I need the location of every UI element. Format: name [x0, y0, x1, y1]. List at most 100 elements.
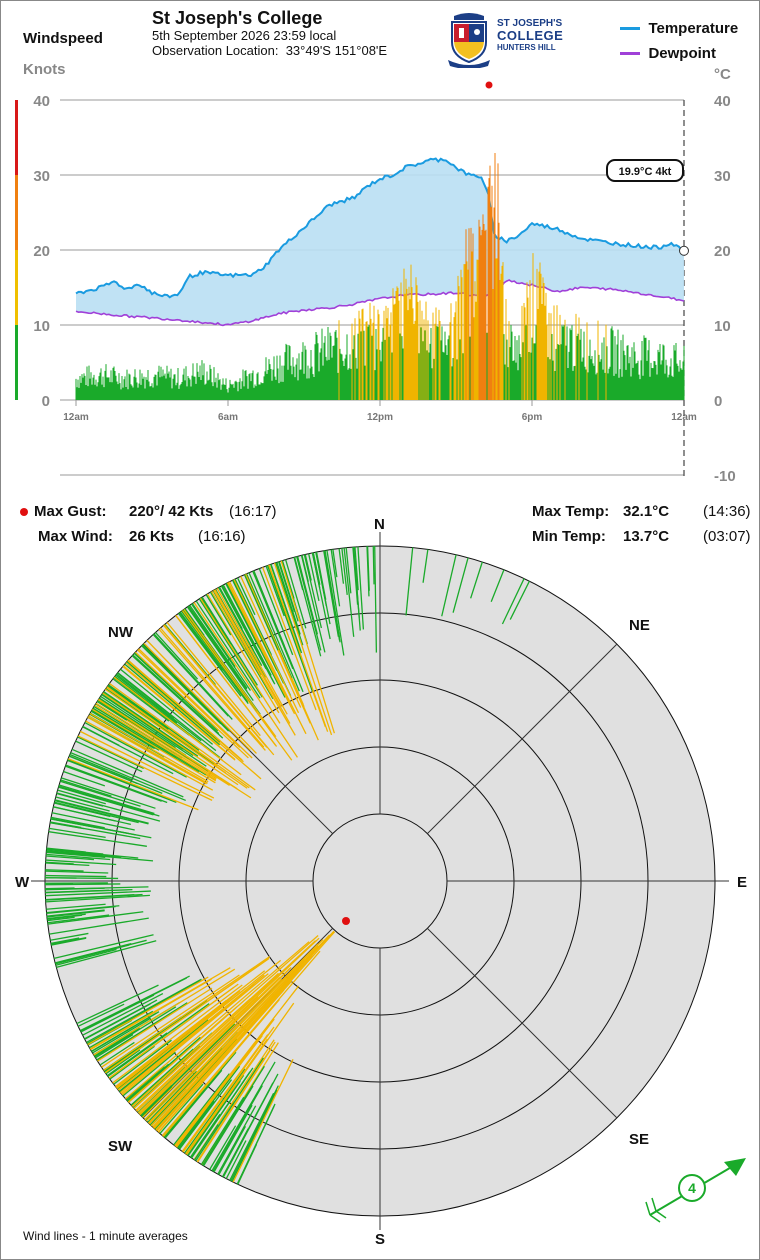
- rose-wind-line: [232, 579, 278, 671]
- observation-datetime: 5th September 2026 23:59 local: [152, 28, 337, 43]
- rose-wind-line: [181, 610, 293, 761]
- rose-wind-line: [51, 937, 87, 946]
- rose-wind-line: [341, 548, 348, 595]
- rose-wind-line: [303, 554, 323, 629]
- rose-wind-line: [90, 710, 155, 750]
- rose-wind-line: [46, 847, 86, 853]
- rose-wind-line: [188, 605, 248, 690]
- compass-sw: SW: [108, 1138, 133, 1155]
- rose-wind-line: [47, 914, 110, 924]
- left-tick-label: 30: [33, 168, 50, 185]
- rose-wind-line: [107, 1003, 210, 1077]
- rose-wind-line: [50, 932, 89, 941]
- rose-wind-line: [117, 672, 217, 752]
- rose-wind-line: [117, 959, 282, 1091]
- rose-wind-line: [126, 1063, 170, 1101]
- rose-wind-line: [101, 694, 184, 750]
- rose-wind-line: [422, 549, 429, 583]
- rose-wind-line: [108, 684, 200, 751]
- rose-wind-line: [158, 628, 266, 751]
- rose-wind-line: [85, 720, 214, 791]
- rose-wind-line: [233, 579, 300, 714]
- rose-wind-line: [127, 659, 243, 761]
- rose-wind-line: [470, 561, 483, 599]
- rose-wind-line: [75, 740, 143, 773]
- rose-wind-line: [343, 547, 355, 637]
- rose-wind-line: [93, 968, 236, 1056]
- rose-wind-line: [166, 621, 261, 737]
- rose-wind-line: [104, 957, 270, 1074]
- rose-wind-line: [218, 587, 263, 667]
- right-tick-label: 20: [714, 243, 731, 260]
- rose-wind-line: [103, 691, 199, 757]
- rose-wind-line: [240, 576, 302, 708]
- rose-wind-line: [266, 565, 313, 692]
- rose-wind-line: [102, 692, 239, 786]
- rose-wind-line: [140, 1084, 172, 1116]
- rose-wind-line: [46, 848, 139, 859]
- rose-wind-line: [186, 606, 254, 702]
- left-tick-label: 0: [42, 393, 50, 410]
- windspeed-axis-title: Windspeed: [23, 30, 103, 47]
- wind-scale-band-2: [15, 175, 18, 250]
- max-wind-label: Max Wind:: [38, 528, 113, 545]
- rose-wind-line: [117, 1030, 191, 1090]
- rose-wind-line: [119, 974, 265, 1094]
- rose-wind-line: [91, 708, 216, 784]
- rose-wind-line: [67, 759, 177, 804]
- rose-spoke: [142, 643, 333, 834]
- rose-wind-line: [99, 697, 176, 749]
- rose-wind-line: [46, 853, 111, 861]
- wind-scale-band-3: [15, 100, 18, 175]
- rose-wind-line: [96, 1002, 188, 1061]
- rose-wind-line: [203, 1085, 254, 1167]
- rose-wind-line: [147, 1070, 198, 1123]
- rose-wind-line: [301, 555, 309, 582]
- rose-wind-line: [136, 995, 259, 1112]
- rose-wind-line: [152, 634, 229, 717]
- rose-wind-line: [452, 557, 469, 613]
- rose-wind-line: [237, 1143, 258, 1185]
- rose-wind-line: [143, 642, 251, 751]
- rose-wind-line: [163, 1051, 237, 1138]
- rose-wind-line: [231, 1089, 278, 1182]
- right-tick-label: 30: [714, 168, 731, 185]
- rose-wind-line: [109, 1045, 155, 1080]
- x-tick-label: 12am: [671, 412, 697, 423]
- rose-wind-line: [107, 685, 169, 730]
- logo-line1: ST JOSEPH'S: [497, 18, 563, 29]
- rose-wind-line: [94, 1006, 177, 1058]
- rose-wind-line: [248, 572, 300, 692]
- rose-wind-line: [193, 602, 298, 758]
- legend-temperature: Temperature: [620, 20, 738, 38]
- rose-wind-line: [218, 1125, 247, 1176]
- rose-wind-line: [276, 562, 301, 635]
- temperature-fill: [76, 158, 684, 326]
- rose-wind-line: [243, 574, 279, 651]
- rose-wind-line: [137, 976, 281, 1114]
- rose-wind-line: [222, 584, 272, 676]
- rose-wind-line: [330, 549, 341, 607]
- rose-wind-line: [45, 894, 150, 903]
- rose-wind-line: [101, 974, 240, 1068]
- rose-wind-line: [124, 663, 221, 746]
- rose-wind-line: [275, 562, 304, 646]
- rose-wind-line: [122, 665, 236, 760]
- rose-wind-line: [58, 785, 160, 817]
- wind-speed-bars: [75, 153, 685, 400]
- rose-wind-line: [93, 706, 207, 776]
- rose-wind-line: [183, 608, 277, 738]
- rose-wind-line: [161, 950, 321, 1137]
- rose-wind-line: [46, 905, 120, 914]
- rose-wind-line: [115, 674, 178, 724]
- rose-wind-line: [217, 1105, 257, 1175]
- rose-wind-line: [221, 585, 276, 685]
- rose-wind-line: [118, 1055, 164, 1092]
- rose-spoke: [427, 928, 618, 1119]
- legend-dewpoint: Dewpoint: [620, 45, 716, 63]
- rose-wind-line: [112, 984, 243, 1084]
- celsius-axis-units: °C: [714, 66, 731, 83]
- rose-wind-line: [58, 784, 155, 815]
- knots-axis-units: Knots: [23, 61, 66, 78]
- observation-location: Observation Location: 33°49'S 151°08'E: [152, 43, 387, 58]
